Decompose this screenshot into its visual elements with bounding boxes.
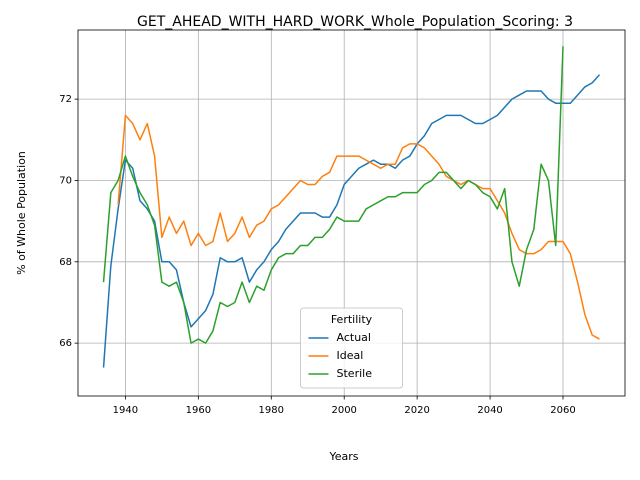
x-tick-label: 2060 — [550, 405, 575, 416]
y-tick-label: 68 — [59, 257, 72, 268]
y-tick-label: 72 — [59, 94, 72, 105]
y-tick-label: 66 — [59, 338, 72, 349]
chart-title: GET_AHEAD_WITH_HARD_WORK_Whole_Populatio… — [137, 14, 573, 30]
x-tick-label: 1960 — [186, 405, 211, 416]
y-axis-label: % of Whole Population — [15, 151, 28, 275]
x-tick-label: 2020 — [404, 405, 429, 416]
x-tick-label: 2040 — [477, 405, 502, 416]
x-tick-label: 1980 — [259, 405, 284, 416]
series-line — [117, 114, 600, 340]
legend-box — [300, 307, 403, 389]
series-line — [102, 74, 601, 368]
y-tick-label: 70 — [59, 175, 72, 186]
legend-title: Fertility — [331, 313, 373, 326]
x-tick-label: 2000 — [331, 405, 356, 416]
x-axis-label: Years — [328, 450, 358, 463]
legend-label: Ideal — [337, 349, 364, 362]
legend: Fertility Actual Ideal Sterile — [300, 307, 403, 389]
legend-label: Actual — [337, 331, 371, 344]
plot-frame — [77, 29, 626, 397]
legend-label: Sterile — [337, 367, 373, 380]
series-line — [102, 46, 564, 344]
x-tick-label: 1940 — [113, 405, 138, 416]
